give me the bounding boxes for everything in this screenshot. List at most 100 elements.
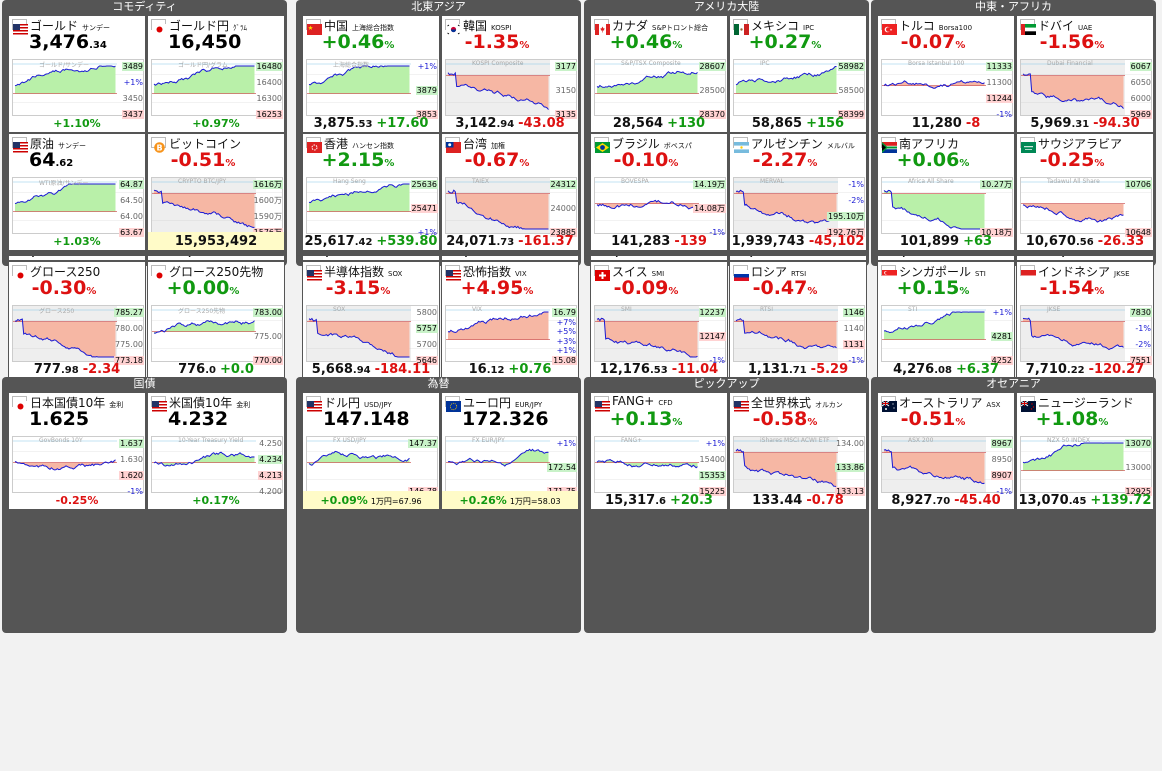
market-card[interactable]: 日本国債10年 金利 1.625 GovBonds 10Y 1.637 1.630 1.62… (8, 392, 146, 510)
market-card[interactable]: 南アフリカ +0.06% Africa All Share 10.27万 10.18万 1… (877, 133, 1015, 251)
flag-jp-icon (151, 19, 167, 35)
price-chart (445, 177, 577, 234)
flag-us-icon (12, 137, 28, 153)
market-card[interactable]: ゴールド円 ｸﾞﾗﾑ 16,450 ゴールド円/グラム 16480 16400 16300 1… (147, 15, 285, 133)
market-card[interactable]: ゴールド サンデー 3,476.34 ゴールド/サンデー 3489 +1% 3450 3437… (8, 15, 146, 133)
market-card[interactable]: オーストラリア ASX -0.51% ASX 200 8967 8950 8907 -1% 8,… (877, 392, 1015, 510)
change-percent: +0.46% (321, 31, 395, 53)
chart-area (309, 184, 410, 212)
chart-area (309, 66, 410, 94)
chart-price-line (596, 199, 698, 210)
flag-kr-icon (445, 19, 461, 35)
chart-price-line (308, 183, 410, 204)
market-card[interactable]: トルコ Borsa100 -0.07% Borsa Istanbul 100 11333… (877, 15, 1015, 133)
market-card[interactable]: ロシア RTSI -0.47% RTSI 1146 1140 1131 -1% 1,131.71… (729, 261, 867, 379)
market-card[interactable]: インドネシア JKSE -1.54% JKSE 7830 -1% -2% 7551 7,710.… (1016, 261, 1154, 379)
card-title: 韓国 KOSPI (463, 19, 512, 33)
chart-watermark: VIX (472, 306, 482, 313)
chart-area (884, 312, 985, 340)
scale-label: 10648 (1124, 228, 1152, 237)
scale-label: 10.18万 (980, 228, 1013, 237)
chart-price-line (883, 449, 985, 485)
scale-label: +5% (556, 327, 576, 336)
scale-label: 133.13 (835, 487, 865, 496)
flag-br-icon (594, 137, 610, 153)
chart-watermark: ASX 200 (908, 437, 934, 444)
market-card[interactable]: ニュージーランド +1.08% NZX 50 INDEX 13070 13000 1292… (1016, 392, 1154, 510)
flag-jp-icon (12, 396, 28, 412)
market-card[interactable]: 半導体指数 SOX -3.15% SOX 5800 5757 5700 5646 5,668.9… (302, 261, 440, 379)
market-card[interactable]: 香港 ハンセン指数 +2.15% Hang Seng 25636 25471 +1% 25,6… (302, 133, 440, 251)
market-card[interactable]: B ビットコイン -0.51% CRYPTO BTC/JPY 1616万 1600万 159… (147, 133, 285, 251)
chart-price-line (14, 318, 116, 358)
price-readout: 777.98 -2.34 (33, 362, 121, 377)
scale-label: 23885 (549, 228, 577, 237)
chart-area (736, 449, 837, 488)
price-readout: 5,969.31 -94.30 (1030, 116, 1140, 131)
chart-watermark: IPC (760, 60, 770, 67)
scale-label: 4.250 (259, 439, 282, 448)
market-card[interactable]: 中国 上海総合指数 +0.46% 上海総合指数 +1% 3879 3853 3,875.53 +… (302, 15, 440, 133)
chart-area (15, 66, 116, 94)
highlight-bar (148, 232, 284, 250)
price-readout: 7,710.22 -120.27 (1025, 362, 1145, 377)
market-card[interactable]: 米国債10年 金利 4.232 10-Year Treasury Yield 4.250… (147, 392, 285, 510)
flag-us-icon (306, 265, 322, 281)
market-card[interactable]: アルゼンチン メルバル -2.27% MERVAL -1% -2% 195.10万 192.7… (729, 133, 867, 251)
market-card[interactable]: サウジアラビア -0.25% Tadawul All Share 10706 10648… (1016, 133, 1154, 251)
price-readout: 1,939,743 -45,102 (731, 234, 865, 249)
scale-label: 783.00 (253, 308, 283, 317)
price-readout: 58,865 +156 (751, 116, 845, 131)
chart-grid (1021, 73, 1151, 104)
flag-cn-icon (306, 19, 322, 35)
flag-nz-icon (1020, 396, 1036, 412)
market-card[interactable]: 台湾 加権 -0.67% TAIEX 24312 24000 23885 24,071.73-… (441, 133, 579, 251)
change-percent: +0.09% 1万円=67.96 (320, 494, 422, 507)
flag-us-icon (306, 396, 322, 412)
market-card[interactable]: ブラジル ボベスパ -0.10% BOVESPA 14.19万 14.08万 -1% 141,… (590, 133, 728, 251)
market-card[interactable]: 全世界株式 オルカン -0.58% iShares MSCI ACWI ETF 134.… (729, 392, 867, 510)
chart-price-line (14, 65, 116, 87)
scale-label: 24000 (550, 204, 576, 213)
section-title: 中東・アフリカ (975, 0, 1052, 13)
scale-label: 3489 (121, 62, 144, 71)
market-card[interactable]: スイス SMI -0.09% SMI 12237 12147 -1% 12,176.53 -11… (590, 261, 728, 379)
scale-label: 15.08 (552, 356, 577, 365)
price-chart (594, 436, 726, 493)
chart-watermark: SMI (621, 306, 632, 313)
scale-label: -1% (996, 110, 1012, 119)
market-card[interactable]: グロース250 -0.30% グロース250 785.27 780.00 775.00 77… (8, 261, 146, 379)
card-title: スイス SMI (612, 265, 665, 279)
chart-price-line (308, 65, 410, 86)
scale-label: 8950 (991, 455, 1012, 464)
section-title: 国債 (133, 377, 156, 390)
price-readout: 13,070.45 +139.72 (1018, 493, 1152, 508)
scale-label: 16400 (256, 78, 282, 87)
chart-price-line (14, 459, 116, 471)
chart-watermark: Borsa Istanbul 100 (908, 60, 965, 67)
market-card[interactable]: 韓国 KOSPI -1.35% KOSPI Composite 3177 3150 3135… (441, 15, 579, 133)
market-card[interactable]: 原油 サンデー 64.62 WTI原油/サンデー 64.87 64.50 64.00 63.6… (8, 133, 146, 251)
market-card[interactable]: ドバイ UAE -1.56% Dubai Financial 6067 6050 6000 5… (1016, 15, 1154, 133)
market-card[interactable]: グロース250先物 +0.00% グロース250先物 783.00 775.00 770.… (147, 261, 285, 379)
price-readout: 10,670.56 -26.33 (1025, 234, 1145, 249)
market-card[interactable]: メキシコ IPC +0.27% IPC 58982 58500 58399 58,865 +15… (729, 15, 867, 133)
market-card[interactable]: カナダ S&Pトロント総合 +0.46% S&P/TSX Composite 28607… (590, 15, 728, 133)
chart-price-line (447, 311, 549, 334)
market-card[interactable]: 恐怖指数 VIX +4.95% VIX 16.79 +7% +5% +3% +1% 15.08 16… (441, 261, 579, 379)
scale-label: +1% (123, 78, 143, 87)
market-card[interactable]: FANG+ CFD +0.13% FANG+ +1% 15400 15353 15225 15,… (590, 392, 728, 510)
change-percent: -1.35% (464, 31, 530, 53)
scale-label: 3450 (122, 94, 143, 103)
section-title: アメリカ大陸 (693, 0, 760, 13)
price-readout: 15,953,492 (174, 234, 258, 249)
chart-area (15, 459, 116, 470)
change-percent: -0.25% (55, 494, 99, 507)
scale-label: +7% (556, 318, 576, 327)
market-card[interactable]: シンガポール STI +0.15% STI +1% 4281 4252 4,276.08 +6.… (877, 261, 1015, 379)
price-chart (1020, 305, 1152, 362)
chart-watermark: TAIEX (472, 178, 489, 185)
chart-watermark: MERVAL (760, 178, 784, 185)
